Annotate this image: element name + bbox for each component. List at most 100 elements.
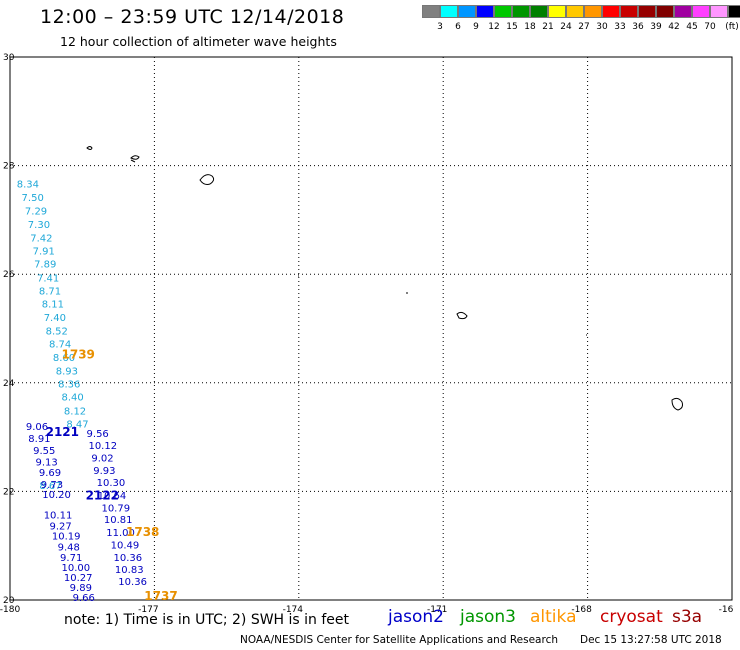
wave-height-value: 8.12 bbox=[64, 406, 86, 417]
legend-unit: (ft) bbox=[725, 22, 739, 32]
x-tick-label: -16 bbox=[719, 605, 734, 615]
wave-height-value: 7.42 bbox=[30, 234, 52, 245]
wave-height-value: 9.55 bbox=[33, 446, 55, 457]
satellite-altika: altika bbox=[530, 607, 577, 627]
legend-label: 12 bbox=[488, 22, 500, 32]
legend-swatch bbox=[692, 5, 710, 18]
wave-height-value: 8.71 bbox=[39, 286, 61, 297]
legend-label: 24 bbox=[560, 22, 572, 32]
map-frame bbox=[9, 56, 733, 601]
legend-swatch bbox=[584, 5, 602, 18]
wave-height-value: 7.50 bbox=[22, 193, 44, 204]
wave-height-value: 8.36 bbox=[58, 380, 80, 391]
pass-time-label: 2121 bbox=[46, 425, 79, 439]
legend-swatch bbox=[728, 5, 740, 18]
satellite-jason2: jason2 bbox=[388, 607, 444, 627]
legend-label: 42 bbox=[668, 22, 680, 32]
wave-height-value: 10.64 bbox=[98, 491, 127, 502]
legend-label: 39 bbox=[650, 22, 662, 32]
footer-note: note: 1) Time is in UTC; 2) SWH is in fe… bbox=[64, 612, 350, 628]
wave-height-value: 10.19 bbox=[52, 532, 81, 543]
legend-label: 21 bbox=[542, 22, 554, 32]
legend-label: 45 bbox=[686, 22, 698, 32]
x-tick-label: -180 bbox=[0, 605, 20, 615]
wave-height-value: 8.47 bbox=[66, 419, 88, 430]
wave-height-value: 9.89 bbox=[70, 583, 92, 594]
wave-height-value: 9.71 bbox=[60, 553, 82, 564]
wave-height-value: 10.36 bbox=[113, 553, 142, 564]
wave-height-value: 7.91 bbox=[33, 247, 55, 258]
wave-height-value: 7.41 bbox=[37, 273, 59, 284]
legend-swatch bbox=[530, 5, 548, 18]
legend-swatch bbox=[620, 5, 638, 18]
wave-height-value: 9.06 bbox=[26, 422, 48, 433]
legend-label: 9 bbox=[473, 22, 479, 32]
legend-label: 70 bbox=[704, 22, 716, 32]
wave-height-value: 9.13 bbox=[36, 457, 58, 468]
wave-height-value: 10.36 bbox=[118, 577, 147, 588]
legend-swatch bbox=[602, 5, 620, 18]
wave-height-value: 9.66 bbox=[73, 593, 95, 604]
legend-label: 27 bbox=[578, 22, 590, 32]
legend-swatch bbox=[710, 5, 728, 18]
y-tick-label: 28 bbox=[3, 162, 15, 172]
wave-height-value: 8.67 bbox=[39, 481, 61, 492]
wave-height-value: 8.74 bbox=[49, 340, 71, 351]
credit-text: NOAA/NESDIS Center for Satellite Applica… bbox=[240, 634, 558, 646]
legend-label: 18 bbox=[524, 22, 536, 32]
wave-height-value: 8.11 bbox=[42, 299, 64, 310]
wave-height-value: 7.89 bbox=[34, 260, 56, 271]
y-tick-label: 24 bbox=[3, 379, 15, 389]
wave-height-value: 10.27 bbox=[64, 573, 93, 584]
wave-height-value: 7.30 bbox=[28, 220, 50, 231]
pass-time-label: 2122 bbox=[86, 489, 119, 503]
wave-height-value: 10.49 bbox=[111, 540, 140, 551]
x-tick-label: -171 bbox=[427, 605, 447, 615]
wave-height-value: 9.69 bbox=[39, 468, 61, 479]
y-tick-label: 30 bbox=[3, 53, 15, 63]
wave-height-value: 8.91 bbox=[28, 434, 50, 445]
wave-height-value: 9.48 bbox=[58, 543, 80, 554]
wave-height-value: 9.27 bbox=[49, 521, 71, 532]
wave-height-value: 8.40 bbox=[62, 393, 84, 404]
wave-height-value: 10.83 bbox=[115, 565, 144, 576]
wave-height-value: 10.11 bbox=[44, 511, 73, 522]
wave-height-value: 8.60 bbox=[53, 353, 75, 364]
wave-height-value: 7.29 bbox=[25, 206, 47, 217]
legend-label: 3 bbox=[437, 22, 443, 32]
color-legend bbox=[422, 5, 740, 18]
wave-height-value: 9.73 bbox=[41, 480, 63, 491]
legend-swatch bbox=[656, 5, 674, 18]
page-title: 12:00 – 23:59 UTC 12/14/2018 bbox=[40, 6, 345, 28]
x-tick-label: -174 bbox=[283, 605, 304, 615]
legend-swatch bbox=[476, 5, 494, 18]
page-subtitle: 12 hour collection of altimeter wave hei… bbox=[60, 34, 337, 49]
y-tick-label: 22 bbox=[3, 487, 14, 497]
legend-swatch bbox=[548, 5, 566, 18]
wave-height-value: 9.93 bbox=[93, 466, 115, 477]
island-outline bbox=[86, 146, 93, 150]
wave-height-value: 7.40 bbox=[44, 313, 66, 324]
wave-height-value: 10.20 bbox=[42, 490, 71, 501]
wave-height-value: 10.30 bbox=[97, 478, 126, 489]
x-tick-label: -168 bbox=[571, 605, 592, 615]
generated-date: Dec 15 13:27:58 UTC 2018 bbox=[580, 634, 722, 646]
wave-height-value: 9.02 bbox=[91, 454, 113, 465]
satellite-jason3: jason3 bbox=[460, 607, 516, 627]
island-outline bbox=[671, 397, 683, 411]
wave-height-value: 10.79 bbox=[101, 503, 130, 514]
y-tick-label: 20 bbox=[3, 596, 15, 606]
wave-height-value: 10.12 bbox=[88, 441, 117, 452]
pass-time-label: 1738 bbox=[126, 525, 159, 539]
y-tick-label: 26 bbox=[3, 270, 15, 280]
wave-height-value: 8.52 bbox=[46, 326, 68, 337]
color-legend-labels: 3 6 9 12 15 18 21 24 27 30 33 36 39 42 45 70 (ft) bbox=[422, 22, 740, 34]
wave-height-value: 8.34 bbox=[17, 179, 39, 190]
legend-swatch bbox=[512, 5, 530, 18]
satellite-s3a: s3a bbox=[672, 607, 703, 627]
legend-swatch bbox=[674, 5, 692, 18]
legend-swatch bbox=[422, 5, 440, 18]
legend-swatch bbox=[638, 5, 656, 18]
legend-swatch bbox=[566, 5, 584, 18]
